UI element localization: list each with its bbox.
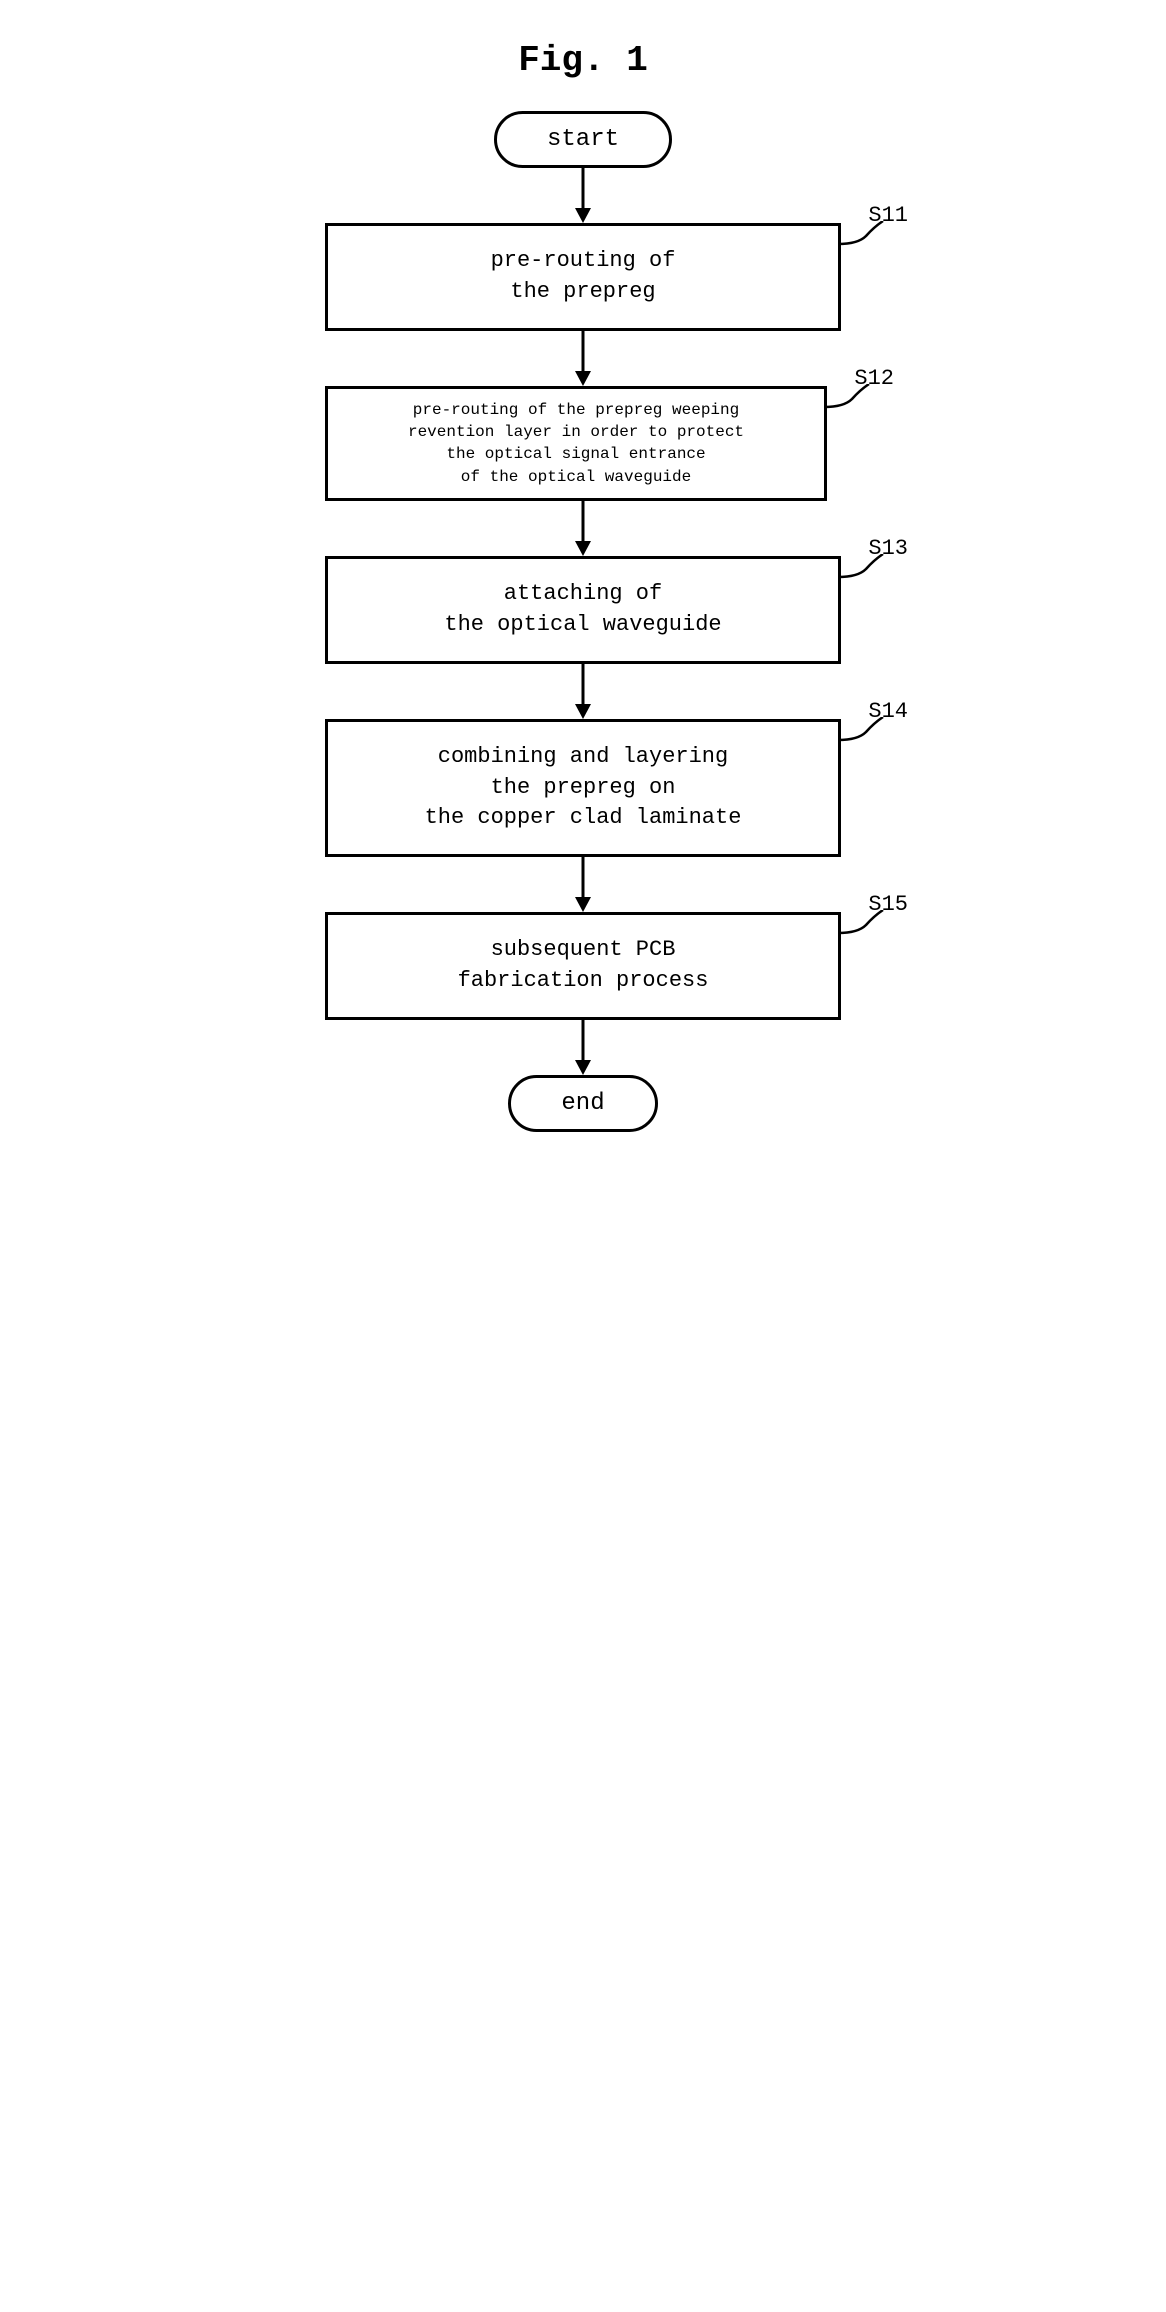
arrow [325,1020,841,1075]
step-text-line: the prepreg [343,277,823,308]
arrow-icon [573,857,593,912]
end-terminator: end [508,1075,657,1132]
arrow-icon [573,1020,593,1075]
process-step: pre-routing ofthe prepregS11 [325,223,841,331]
connector-curve-icon [838,717,888,752]
step-text-line: the prepreg on [343,773,823,804]
step-text-line: revention layer in order to protect [336,421,816,443]
arrow-icon [573,501,593,556]
step-text-line: the copper clad laminate [343,803,823,834]
arrow-icon [573,664,593,719]
step-text-line: combining and layering [343,742,823,773]
step-text-line: fabrication process [343,966,823,997]
arrow [573,168,593,223]
connector-curve-icon [824,384,874,419]
arrow [325,857,841,912]
process-step: attaching ofthe optical waveguideS13 [325,556,841,664]
step-text-line: the optical waveguide [343,610,823,641]
step-text-line: pre-routing of the prepreg weeping [336,399,816,421]
connector-curve-icon [838,554,888,589]
process-step: pre-routing of the prepreg weepingrevent… [325,386,827,502]
steps-container: pre-routing ofthe prepregS11pre-routing … [325,223,841,1075]
connector-curve-icon [838,221,888,256]
connector-curve-icon [838,910,888,945]
start-terminator: start [494,111,672,168]
figure-title: Fig. 1 [518,40,648,81]
arrow [325,664,841,719]
process-step: combining and layeringthe prepreg onthe … [325,719,841,857]
step-text-line: the optical signal entrance [336,443,816,465]
step-text-line: of the optical waveguide [336,466,816,488]
arrow [325,331,841,386]
step-text-line: subsequent PCB [343,935,823,966]
arrow-icon [573,168,593,223]
process-step: subsequent PCBfabrication processS15 [325,912,841,1020]
step-text-line: attaching of [343,579,823,610]
arrow-icon [573,331,593,386]
arrow [325,501,841,556]
step-text-line: pre-routing of [343,246,823,277]
